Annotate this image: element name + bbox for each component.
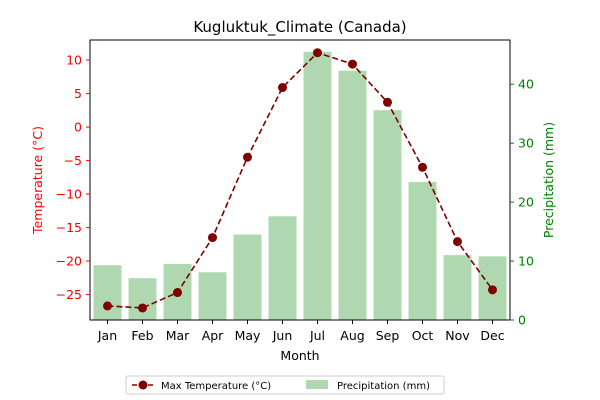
legend-box (125, 375, 445, 395)
temperature-series-line (107, 51, 494, 309)
temp-point-aug (348, 59, 357, 69)
precip-bar-sep (373, 110, 402, 320)
precip-bar-aug (338, 70, 367, 320)
x-tick-label: Apr (202, 328, 224, 343)
temp-point-feb (138, 303, 147, 313)
left-tick-label: 10 (66, 53, 82, 68)
x-tick-label: Jan (97, 328, 117, 343)
x-tick-label: Sep (376, 328, 400, 343)
temp-point-sep (383, 97, 392, 107)
legend-label-precipitation: Precipitation (mm) (337, 381, 430, 392)
right-tick-label: 30 (518, 136, 534, 151)
precip-bar-nov (443, 255, 472, 320)
precip-bar-may (233, 234, 262, 320)
x-axis: Jan Feb Mar Apr May Jun Jul Aug Sep Oct Nov Dec (97, 320, 505, 343)
left-tick-label: −20 (56, 254, 82, 269)
left-axis: 10 5 0 −5 −10 −15 −20 −25 (56, 53, 90, 302)
temp-point-oct (418, 162, 427, 172)
x-tick-label: Jun (272, 328, 293, 343)
right-tick-label: 40 (518, 77, 534, 92)
precip-bar-jul (303, 51, 332, 320)
left-tick-label: −10 (56, 187, 82, 202)
precipitation-bars (93, 51, 507, 320)
x-tick-label: Dec (480, 328, 504, 343)
x-tick-label: Jul (309, 328, 325, 343)
legend-marker-swatch (138, 380, 148, 390)
precip-bar-feb (128, 278, 157, 320)
precip-bar-apr (198, 272, 227, 320)
chart-title: Kugluktuk_Climate (Canada) (193, 18, 406, 37)
x-axis-label: Month (280, 348, 319, 363)
x-tick-label: Aug (340, 328, 364, 343)
temperature-line (103, 48, 497, 313)
left-tick-label: 0 (74, 120, 82, 135)
left-tick-label: −15 (56, 220, 82, 235)
legend: Max Temperature (°C) Precipitation (mm) (125, 375, 445, 395)
right-tick-label: 10 (518, 254, 534, 269)
temp-point-jun (278, 83, 287, 93)
right-axis: 0 10 20 30 40 (510, 77, 534, 328)
temp-point-apr (208, 233, 217, 243)
temp-point-dec (488, 285, 497, 295)
left-tick-label: −5 (64, 153, 82, 168)
x-tick-label: May (235, 328, 261, 343)
right-tick-label: 20 (518, 195, 534, 210)
precip-bar-jun (268, 216, 297, 320)
plot-frame (89, 39, 511, 321)
left-axis-label: Temperature (°C) (30, 126, 45, 235)
legend-bar-swatch (306, 380, 328, 389)
legend-label-temperature: Max Temperature (°C) (161, 381, 271, 392)
temp-point-mar (173, 288, 182, 298)
right-tick-label: 0 (518, 313, 526, 328)
left-tick-label: 5 (74, 86, 82, 101)
temp-point-jul (313, 48, 322, 58)
x-tick-label: Oct (412, 328, 434, 343)
x-tick-label: Mar (166, 328, 190, 343)
x-tick-label: Feb (131, 328, 153, 343)
temp-point-jan (103, 301, 112, 311)
temp-point-may (243, 152, 252, 162)
precip-bar-oct (408, 182, 437, 320)
precip-bar-jan (93, 265, 122, 320)
left-tick-label: −25 (56, 287, 82, 302)
temp-point-nov (453, 237, 462, 247)
x-tick-label: Nov (445, 328, 470, 343)
right-axis-label: Precipitation (mm) (541, 122, 556, 238)
